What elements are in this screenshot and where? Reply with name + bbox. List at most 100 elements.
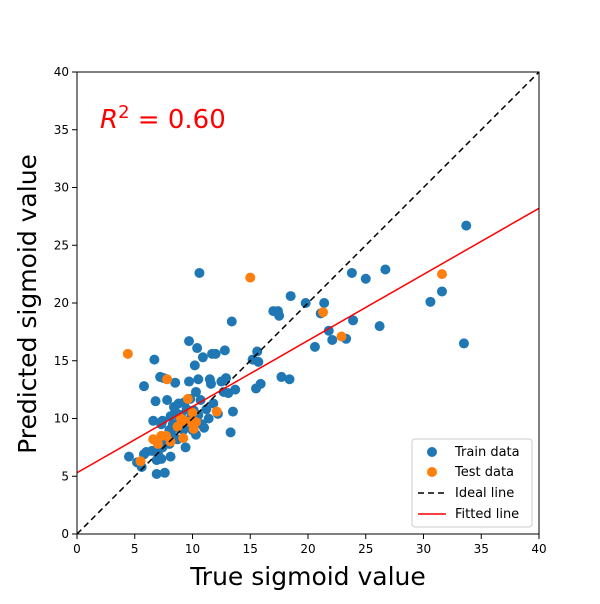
x-tick-label-2: 10 [185, 542, 200, 556]
train-data-point-52 [192, 343, 203, 354]
test-data-point-20 [336, 331, 347, 342]
train-data-point-55 [194, 267, 205, 278]
y-tick-label-5: 25 [54, 238, 69, 252]
train-data-point-91 [319, 298, 330, 308]
train-data-point-73 [225, 427, 236, 438]
y-tick-label-1: 5 [61, 469, 69, 483]
x-tick-label-8: 40 [531, 542, 546, 556]
x-tick-label-7: 35 [474, 542, 489, 556]
r-squared-symbol: R [100, 105, 118, 135]
train-data-point-60 [201, 404, 212, 415]
test-data-series [122, 269, 447, 467]
y-axis-label: Predicted sigmoid value [13, 154, 42, 454]
test-data-point-21 [436, 269, 447, 280]
train-data-point-85 [276, 371, 287, 382]
plot-content [76, 71, 540, 535]
legend-train-label: Train data [454, 445, 520, 460]
train-data-point-86 [284, 374, 295, 385]
train-data-point-93 [327, 334, 338, 345]
x-tick-label-1: 5 [131, 542, 139, 556]
x-tick-label-0: 0 [73, 542, 81, 556]
test-data-point-12 [182, 393, 193, 404]
train-data-point-4 [138, 381, 149, 392]
legend-train-marker [427, 447, 437, 457]
test-data-point-6 [162, 374, 173, 385]
train-data-point-25 [165, 451, 176, 462]
test-data-point-14 [187, 407, 198, 418]
train-data-point-8 [149, 354, 160, 365]
r-squared-value: = 0.60 [130, 105, 226, 135]
train-data-point-65 [208, 398, 219, 409]
legend-test-label: Test data [454, 465, 514, 480]
legend-ideal-label: Ideal line [455, 486, 514, 501]
train-data-point-9 [150, 396, 161, 407]
y-tick-label-3: 15 [54, 354, 69, 368]
train-data-point-101 [436, 286, 447, 297]
train-data-point-22 [162, 395, 173, 406]
test-data-point-7 [165, 436, 176, 447]
train-data-point-11 [151, 468, 162, 479]
train-data-point-49 [189, 360, 200, 371]
train-data-point-63 [205, 378, 216, 389]
test-data-point-0 [122, 348, 133, 359]
train-data-point-79 [252, 346, 263, 357]
test-data-point-18 [245, 272, 256, 283]
axis-ticks: 0 5 10 15 20 25 30 35 40 0 5 10 15 20 25 30 35 40 [54, 65, 547, 556]
fitted-line [76, 207, 540, 474]
train-data-point-58 [197, 352, 208, 363]
train-data-point-16 [156, 453, 167, 464]
train-data-point-98 [374, 321, 385, 332]
ideal-line [76, 71, 540, 535]
train-data-point-103 [461, 220, 472, 231]
train-data-point-30 [170, 377, 181, 388]
train-data-point-102 [458, 338, 469, 349]
train-data-point-80 [253, 356, 264, 367]
train-data-point-96 [348, 315, 359, 326]
y-tick-label-6: 30 [54, 181, 69, 195]
train-data-point-81 [255, 378, 266, 389]
legend-test-marker [427, 467, 437, 477]
x-tick-label-4: 20 [300, 542, 315, 556]
train-data-point-89 [309, 341, 320, 352]
x-tick-label-3: 15 [243, 542, 258, 556]
r-squared-exponent: 2 [118, 102, 129, 123]
y-tick-label-8: 40 [54, 65, 69, 79]
y-tick-label-7: 35 [54, 123, 69, 137]
test-data-point-8 [172, 421, 183, 432]
test-data-point-17 [211, 406, 222, 417]
x-tick-label-5: 25 [358, 542, 373, 556]
test-data-point-10 [178, 433, 189, 444]
test-data-point-1 [135, 456, 146, 467]
y-tick-label-2: 10 [54, 412, 69, 426]
train-data-point-100 [425, 296, 436, 307]
train-data-point-87 [285, 291, 296, 302]
train-data-point-50 [190, 386, 201, 397]
train-data-point-71 [221, 373, 231, 384]
train-data-point-88 [300, 298, 311, 308]
legend: Train data Test data Ideal line Fitted l… [411, 438, 533, 528]
train-data-point-53 [193, 374, 204, 385]
train-data-point-20 [159, 467, 170, 478]
y-tick-label-0: 0 [61, 527, 69, 541]
train-data-point-44 [184, 336, 195, 347]
train-data-point-95 [346, 267, 357, 278]
train-data-point-97 [360, 273, 371, 284]
r-squared-annotation: R2 = 0.60 [100, 102, 226, 135]
train-data-point-84 [274, 310, 285, 321]
x-axis-label: True sigmoid value [189, 562, 426, 591]
train-data-point-66 [210, 348, 221, 359]
test-data-point-3 [152, 438, 163, 449]
legend-fitted-label: Fitted line [455, 507, 519, 522]
train-data-point-74 [226, 316, 237, 327]
train-data-point-76 [230, 384, 241, 395]
train-data-point-70 [219, 345, 230, 356]
train-data-point-61 [203, 413, 214, 424]
train-data-point-17 [157, 415, 168, 426]
train-data-point-56 [195, 395, 206, 406]
train-data-point-0 [123, 451, 134, 462]
test-data-point-16 [190, 416, 201, 427]
train-data-point-43 [184, 376, 195, 387]
legend-box [411, 438, 533, 528]
train-data-point-7 [148, 415, 159, 426]
